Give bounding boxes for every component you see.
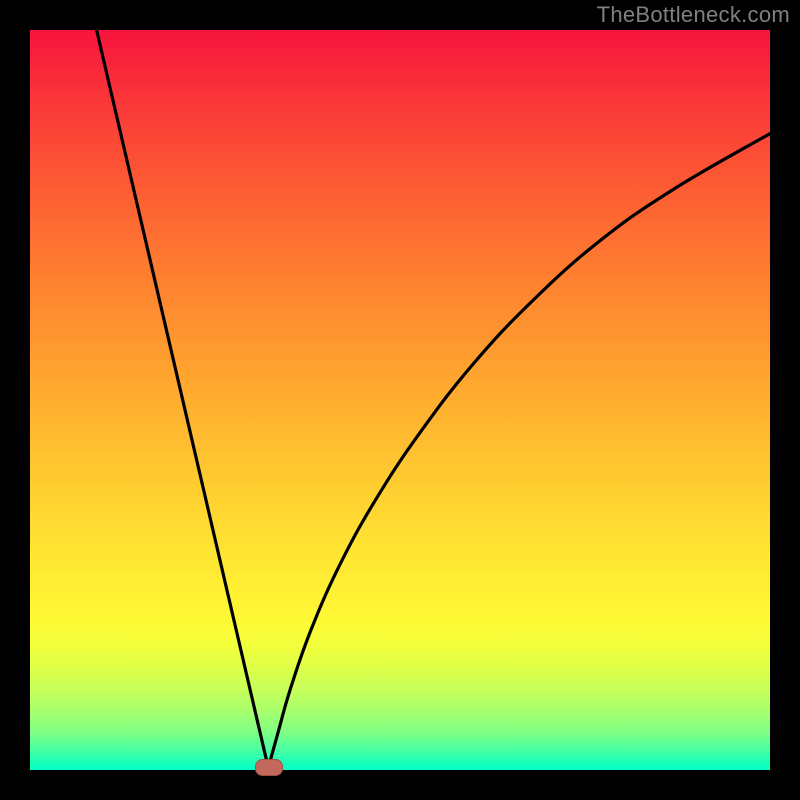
vertex-marker bbox=[255, 759, 283, 776]
chart-container: TheBottleneck.com bbox=[0, 0, 800, 800]
watermark-text: TheBottleneck.com bbox=[597, 2, 790, 28]
plot-background-gradient bbox=[30, 30, 770, 770]
